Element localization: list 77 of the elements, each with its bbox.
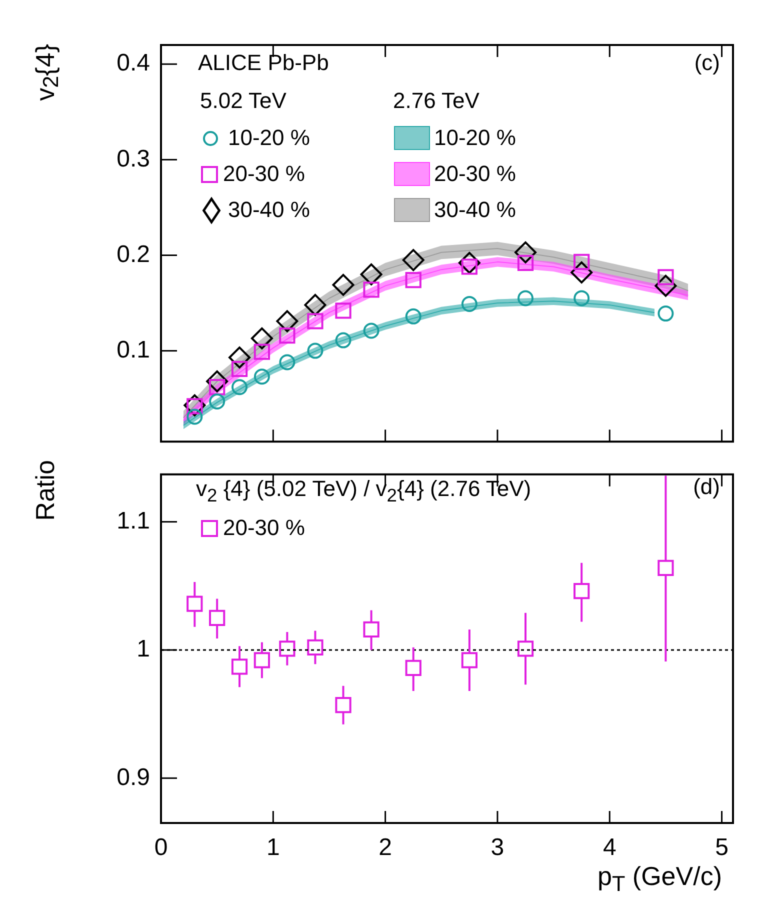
point <box>186 596 203 612</box>
point <box>335 697 352 714</box>
point <box>461 296 478 312</box>
point <box>250 327 273 350</box>
point <box>279 354 296 370</box>
x-tick-label: 3 <box>490 834 504 862</box>
point <box>279 640 296 657</box>
point <box>232 379 248 396</box>
y-axis-title: Ratio <box>30 460 61 521</box>
point <box>405 660 422 676</box>
point <box>231 658 248 675</box>
point <box>458 252 480 274</box>
x-axis-title: p$_{T}$ (GeV/c) <box>598 861 722 898</box>
legend-label: 10-20 % <box>228 125 310 150</box>
legend-label: 20-30 % <box>223 161 305 186</box>
annotation: 5.02 TeV <box>200 88 286 114</box>
point <box>209 610 226 626</box>
point <box>517 640 534 657</box>
point <box>363 621 380 638</box>
point <box>514 241 537 264</box>
annotation: 2.76 TeV <box>393 88 480 114</box>
y-tick-label: 1 <box>136 636 150 663</box>
x-tick-label: 4 <box>602 834 616 862</box>
point <box>402 249 424 272</box>
point <box>184 394 206 416</box>
point <box>307 639 324 656</box>
point <box>658 269 674 286</box>
legend-label: 20-30 % <box>223 515 305 540</box>
point <box>405 308 422 324</box>
point <box>304 294 326 316</box>
annotation: (c) <box>694 50 720 76</box>
point <box>461 652 478 668</box>
y-tick-label: 0.9 <box>116 764 150 791</box>
point <box>517 254 534 271</box>
y-tick-label: 0.3 <box>116 145 150 172</box>
point <box>570 261 593 284</box>
x-tick-label: 5 <box>715 834 728 862</box>
y-tick-label: 1.1 <box>116 507 150 534</box>
point <box>574 582 590 600</box>
point <box>335 302 352 319</box>
point <box>307 342 324 359</box>
annotation: (d) <box>693 474 720 500</box>
point <box>186 408 203 425</box>
legend-label: 30-40 % <box>434 197 516 222</box>
point <box>279 327 296 344</box>
y-tick-label: 0.2 <box>116 240 150 268</box>
x-tick-label: 2 <box>378 834 392 862</box>
annotation: ALICE Pb-Pb <box>198 50 329 76</box>
point <box>209 393 226 410</box>
y-tick-label: 0.4 <box>116 50 150 77</box>
point <box>574 290 590 306</box>
point <box>228 346 251 368</box>
point <box>363 322 380 339</box>
x-tick-label: 0 <box>154 834 168 862</box>
point <box>360 263 382 286</box>
point <box>332 274 354 296</box>
point <box>574 254 590 270</box>
point <box>658 560 674 576</box>
point <box>276 310 298 332</box>
point <box>206 370 228 392</box>
point <box>307 313 324 330</box>
point <box>254 652 270 668</box>
point <box>405 272 422 288</box>
point <box>518 290 534 306</box>
point <box>335 332 352 348</box>
y-tick-label: 0.1 <box>116 336 150 364</box>
legend-label: 10-20 % <box>434 125 516 150</box>
annotation: v$_{2}$ {4} (5.02 TeV) / v$_{2}${4} (2.76 TeV) <box>196 476 532 506</box>
point <box>254 368 270 385</box>
point <box>363 282 380 298</box>
point <box>254 344 270 360</box>
legend-label: 20-30 % <box>434 161 516 186</box>
legend-label: 30-40 % <box>228 197 310 222</box>
x-tick-label: 1 <box>266 834 280 862</box>
point <box>654 274 677 297</box>
point <box>231 360 248 378</box>
point <box>658 306 674 322</box>
